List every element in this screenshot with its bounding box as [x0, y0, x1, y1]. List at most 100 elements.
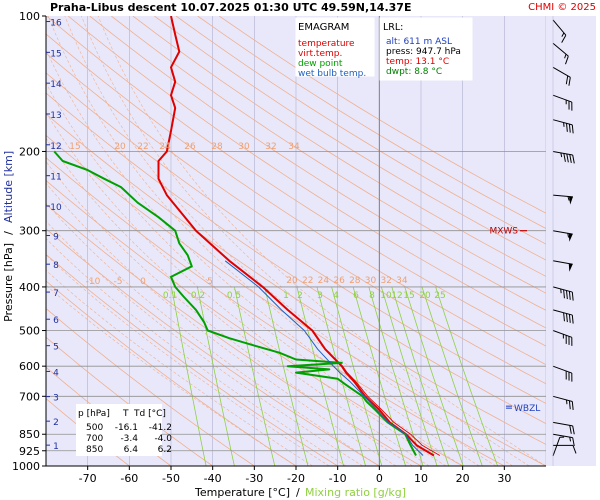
mixing-ratio-label: 12: [391, 291, 402, 301]
moist-adiabat-label: 20: [286, 276, 298, 286]
dry-adiabat-label: 30: [238, 142, 250, 152]
chart-title: Praha-Libus descent 10.07.2025 01:30 UTC…: [50, 1, 411, 14]
moist-adiabat-line: [46, 269, 313, 466]
altitude-tick-label: 7: [53, 289, 59, 299]
dry-adiabat-line: [218, 16, 546, 214]
wind-barb: [552, 94, 573, 111]
moist-adiabat-line: [97, 16, 546, 466]
y-tick-label: 1000: [12, 460, 40, 473]
lrl-title: LRL:: [383, 22, 403, 33]
moist-adiabat-line: [81, 16, 530, 466]
y-tick-label: 300: [19, 225, 40, 238]
wind-barb: [552, 309, 574, 324]
wind-barb: [552, 66, 571, 86]
mixing-ratio-label: 0.5: [227, 291, 241, 301]
series-wet-bulb-temp: [224, 260, 424, 456]
altitude-tick-label: 4: [53, 368, 59, 378]
moist-adiabat-line: [46, 182, 397, 466]
altitude-tick-label: 6: [53, 316, 59, 326]
table-header-t: T: [122, 409, 129, 419]
wind-barb: [552, 365, 573, 382]
x-axis-title-secondary: Mixing ratio [g/kg]: [305, 486, 406, 499]
dry-adiabat-label: 24: [159, 142, 171, 152]
altitude-tick-label: 1: [53, 442, 59, 452]
moist-adiabat-line: [46, 137, 430, 466]
dry-adiabat-label: -10: [86, 277, 101, 287]
x-tick-label: -50: [162, 472, 180, 485]
altitude-tick-label: 12: [50, 142, 61, 152]
lrl-box: [379, 17, 473, 81]
dry-adiabat-label: 28: [211, 142, 223, 152]
y-axis-title-secondary: Altitude [km]: [2, 151, 15, 223]
dry-adiabat-line: [46, 92, 546, 425]
reference-labels: 15 20 22 24 26 28 30 32 34-10 -5 0 5 20 22 24 26 28 30 32 3…: [69, 142, 540, 414]
x-axis-separator: /: [296, 486, 300, 499]
dry-adiabat-label: 15: [69, 142, 80, 152]
wind-barbs: [552, 16, 577, 466]
moist-adiabat-line: [46, 202, 380, 466]
x-tick-label: -60: [120, 472, 138, 485]
legend-item-wet-bulb: wet bulb temp.: [298, 69, 366, 79]
x-tick-label: 10: [414, 472, 428, 485]
altitude-tick-label: 11: [50, 173, 61, 183]
wind-barb: [552, 260, 573, 272]
wind-barb: [552, 421, 575, 435]
wind-barb: [552, 436, 565, 457]
moist-adiabat-label: 22: [302, 276, 313, 286]
y-tick-label: 925: [19, 445, 40, 458]
mixing-ratio-label: 8: [369, 291, 375, 301]
y-tick-label: 500: [19, 325, 40, 338]
wind-barb: [552, 19, 567, 43]
altitude-tick-label: 2: [53, 418, 59, 428]
lrl-press: press: 947.7 hPa: [386, 47, 461, 57]
wind-barb: [552, 194, 573, 205]
moist-adiabat-line: [46, 284, 297, 466]
moist-adiabat-line: [64, 16, 513, 466]
y-tick-label: 850: [19, 428, 40, 441]
wbzl-label: WBZL: [514, 404, 540, 414]
dry-adiabat-line: [197, 16, 546, 229]
mixing-ratio-label: 4: [333, 291, 339, 301]
dry-adiabat-line: [67, 16, 546, 329]
mixing-ratio-label: 2: [297, 291, 303, 301]
table-cell-p: 700: [86, 434, 103, 444]
y-tick-label: 700: [19, 390, 40, 403]
y-tick-label: 400: [19, 281, 40, 294]
profile-series: [53, 16, 441, 457]
dry-adiabat-label: -5: [114, 277, 123, 287]
wind-barb: [553, 444, 577, 454]
moist-adiabat-line: [46, 238, 347, 466]
dry-adiabat-label: 34: [288, 142, 300, 152]
wind-barb: [552, 42, 569, 65]
y-axis-title: Pressure [hPa]: [2, 243, 15, 322]
table-cell-p: 850: [86, 445, 103, 455]
dry-adiabat-label: 26: [184, 142, 196, 152]
legend-title: EMAGRAM: [298, 22, 349, 33]
wind-barb: [552, 286, 574, 301]
mixing-ratio-label: 0.2: [191, 291, 205, 301]
wind-barb: [552, 230, 573, 242]
moist-adiabat-line: [46, 161, 413, 466]
table-cell-p: 500: [86, 423, 103, 433]
moist-adiabat-label: 24: [318, 276, 330, 286]
mixing-ratio-label: 0.1: [163, 291, 177, 301]
dry-adiabat-line: [154, 16, 546, 261]
x-tick-label: 30: [497, 472, 511, 485]
mixing-ratio-label: 10: [380, 291, 392, 301]
legend-item-temperature: temperature: [298, 39, 355, 49]
altitude-tick-label: 3: [53, 394, 59, 404]
y-tick-label: 600: [19, 360, 40, 373]
mixing-ratio-label: 20: [419, 291, 431, 301]
wind-barb: [552, 433, 575, 447]
altitude-tick-label: 10: [50, 203, 62, 213]
altitude-tick-label: 8: [53, 261, 59, 271]
y-axis-title-group: Pressure [hPa] / Altitude [km]: [2, 151, 15, 322]
level-table-box: [76, 404, 162, 456]
table-cell-t: 6.4: [124, 445, 139, 455]
table-cell-t: -3.4: [120, 434, 138, 444]
moist-adiabat-label: 28: [349, 276, 361, 286]
x-tick-label: 20: [456, 472, 470, 485]
dry-adiabat-line: [46, 33, 546, 366]
mxws-label: MXWS: [489, 227, 518, 237]
x-tick-label: -10: [329, 472, 347, 485]
